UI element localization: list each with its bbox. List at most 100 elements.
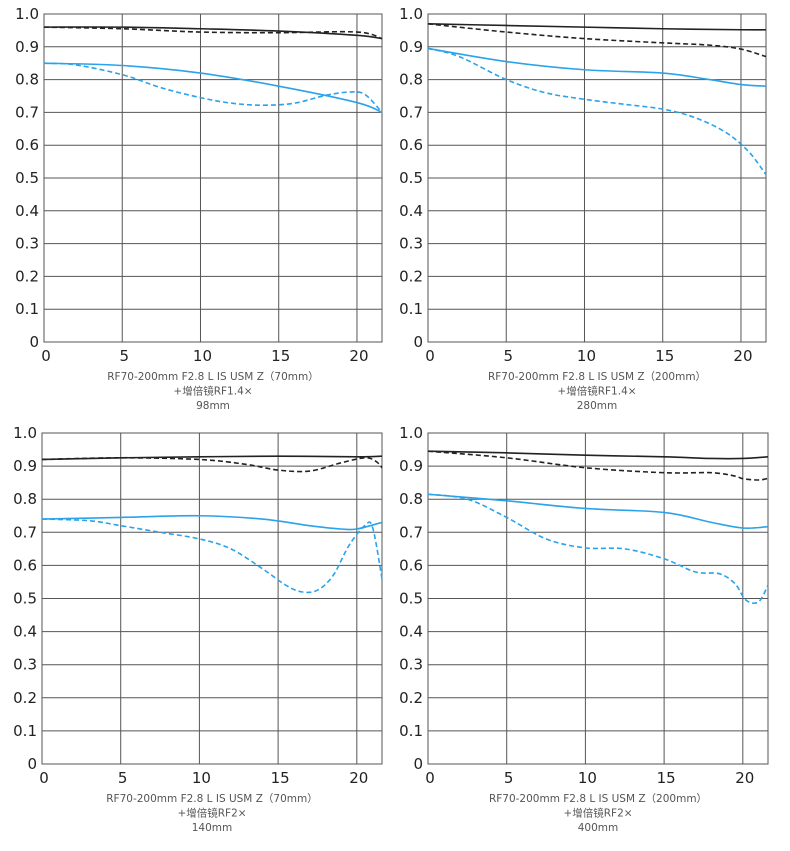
x-tick-label: 20 [349, 769, 368, 787]
plot-frame [427, 432, 769, 765]
series-blue-solid [427, 47, 767, 87]
chart-caption-line: RF70-200mm F2.8 L IS USM Z（200mm） [489, 793, 707, 805]
x-tick-label: 5 [118, 769, 128, 787]
chart-caption-line: 98mm [196, 400, 230, 412]
plot-frame [427, 13, 767, 343]
y-tick-label: 0.2 [399, 267, 423, 285]
series-black-dashed [43, 26, 383, 40]
series-blue-dashed [41, 518, 383, 594]
y-tick-label: 0.8 [399, 490, 423, 508]
x-tick-label: 0 [425, 347, 435, 365]
mtf-chart-4: 0 0.1 0.2 0.3 0.4 0.5 0.6 0.7 0.8 0.9 1.0 0 5 10 15 20 R… [399, 424, 769, 834]
y-tick-label: 0.5 [13, 590, 37, 608]
y-tick-label: 0.4 [15, 202, 39, 220]
mtf-chart-3: 0 0.1 0.2 0.3 0.4 0.5 0.6 0.7 0.8 0.9 1.0 0 5 10 15 20 R… [13, 424, 383, 834]
x-tick-label: 5 [503, 347, 513, 365]
y-tick-label: 0.2 [15, 267, 39, 285]
x-tick-label: 5 [119, 347, 129, 365]
series-black-solid [427, 23, 767, 31]
y-tick-label: 0.6 [399, 136, 423, 154]
series-blue-solid [43, 62, 383, 114]
chart-caption-line: 400mm [578, 822, 619, 834]
series-black-solid [43, 26, 383, 40]
y-tick-label: 0.7 [15, 103, 39, 121]
y-tick-label: 0.1 [13, 722, 37, 740]
mtf-chart-1: 0 0.1 0.2 0.3 0.4 0.5 0.6 0.7 0.8 0.9 1.0 0 5 10 15 20 R… [15, 5, 383, 412]
chart-caption-line: +增倍镜RF2× [177, 807, 246, 820]
y-tick-label: 0.8 [15, 71, 39, 89]
series-blue-dashed [427, 47, 767, 176]
x-tick-label: 0 [41, 347, 51, 365]
series-black-dashed [427, 450, 769, 481]
y-tick-label: 0.4 [399, 623, 423, 641]
y-tick-label: 1.0 [399, 424, 423, 442]
y-tick-label: 0.6 [15, 136, 39, 154]
x-tick-label: 15 [657, 769, 676, 787]
y-tick-label: 0.4 [399, 202, 423, 220]
x-tick-label: 20 [735, 769, 754, 787]
series-blue-solid [427, 493, 769, 529]
y-tick-label: 0.6 [399, 556, 423, 574]
y-tick-label: 0 [27, 755, 37, 773]
y-tick-label: 0.2 [13, 689, 37, 707]
x-tick-label: 15 [271, 347, 290, 365]
chart-caption-line: RF70-200mm F2.8 L IS USM Z（70mm） [107, 371, 318, 383]
series-black-solid [41, 455, 383, 461]
y-tick-label: 1.0 [13, 424, 37, 442]
x-tick-label: 20 [733, 347, 752, 365]
y-tick-label: 0.7 [399, 103, 423, 121]
y-tick-label: 0.5 [15, 169, 39, 187]
chart-caption-line: RF70-200mm F2.8 L IS USM Z（200mm） [488, 371, 706, 383]
y-tick-label: 0.3 [13, 656, 37, 674]
y-tick-label: 0.9 [399, 457, 423, 475]
y-tick-label: 0.1 [15, 300, 39, 318]
y-tick-label: 0 [29, 333, 39, 351]
y-tick-label: 0.3 [399, 235, 423, 253]
series-black-dashed [427, 23, 767, 58]
x-tick-label: 10 [192, 769, 211, 787]
y-tick-label: 1.0 [15, 5, 39, 23]
y-tick-label: 0 [413, 333, 423, 351]
chart-caption-line: +增倍镜RF1.4× [173, 385, 252, 398]
y-tick-label: 0.6 [13, 556, 37, 574]
series-black-dashed [41, 457, 383, 473]
x-tick-label: 15 [271, 769, 290, 787]
y-tick-label: 1.0 [399, 5, 423, 23]
y-tick-label: 0.7 [399, 523, 423, 541]
y-tick-label: 0.1 [399, 300, 423, 318]
chart-caption-line: 280mm [577, 400, 618, 412]
chart-caption-line: RF70-200mm F2.8 L IS USM Z（70mm） [106, 793, 317, 805]
chart-caption-line: +增倍镜RF2× [563, 807, 632, 820]
y-tick-label: 0.3 [399, 656, 423, 674]
x-tick-label: 15 [655, 347, 674, 365]
y-tick-label: 0.1 [399, 722, 423, 740]
plot-frame [43, 13, 383, 343]
series-blue-dashed [43, 62, 383, 113]
y-tick-label: 0.5 [399, 169, 423, 187]
chart-caption-line: 140mm [192, 822, 233, 834]
x-tick-label: 0 [39, 769, 49, 787]
x-tick-label: 10 [193, 347, 212, 365]
x-tick-label: 10 [578, 769, 597, 787]
y-tick-label: 0.4 [13, 623, 37, 641]
y-tick-label: 0.9 [399, 38, 423, 56]
y-tick-label: 0.3 [15, 235, 39, 253]
y-tick-label: 0 [413, 755, 423, 773]
series-blue-solid [41, 514, 383, 531]
y-tick-label: 0.5 [399, 590, 423, 608]
x-tick-label: 10 [577, 347, 596, 365]
chart-caption-line: +增倍镜RF1.4× [557, 385, 636, 398]
y-tick-label: 0.9 [13, 457, 37, 475]
series-black-solid [427, 450, 769, 460]
mtf-chart-2: 0 0.1 0.2 0.3 0.4 0.5 0.6 0.7 0.8 0.9 1.0 0 5 10 15 20 R… [399, 5, 767, 412]
y-tick-label: 0.9 [15, 38, 39, 56]
y-tick-label: 0.2 [399, 689, 423, 707]
x-tick-label: 0 [425, 769, 435, 787]
x-tick-label: 20 [349, 347, 368, 365]
series-blue-dashed [427, 493, 769, 604]
y-tick-label: 0.8 [399, 71, 423, 89]
y-tick-label: 0.8 [13, 490, 37, 508]
plot-frame [41, 432, 383, 765]
y-tick-label: 0.7 [13, 523, 37, 541]
